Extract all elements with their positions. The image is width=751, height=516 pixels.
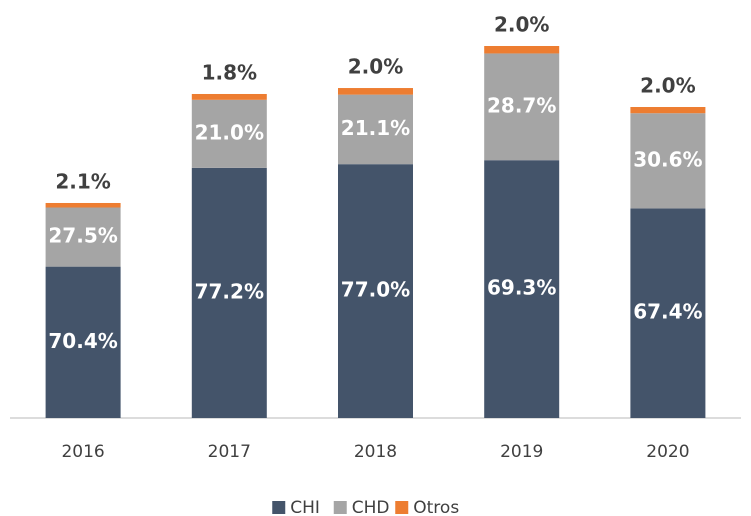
- legend-swatch: [272, 501, 286, 514]
- legend-label: Otros: [413, 498, 459, 516]
- bar-segment: [630, 107, 706, 114]
- bar-segment: [484, 53, 560, 161]
- x-tick-label: 2020: [646, 442, 689, 462]
- data-label: 28.7%: [487, 93, 556, 117]
- x-tick-label: 2017: [208, 442, 251, 462]
- bar-segment: [191, 167, 267, 418]
- data-label: 2.1%: [55, 169, 110, 193]
- legend-label: CHD: [352, 498, 390, 516]
- data-label: 2.0%: [640, 74, 695, 98]
- data-label: 67.4%: [633, 300, 702, 324]
- bar-segment: [484, 46, 560, 54]
- legend-label: CHI: [290, 498, 320, 516]
- data-label: 69.3%: [487, 276, 556, 300]
- x-tick-label: 2016: [61, 442, 104, 462]
- data-label: 2.0%: [494, 13, 549, 37]
- bar-segment: [191, 93, 267, 100]
- bar-segment: [484, 160, 560, 419]
- bar-segment: [45, 207, 121, 267]
- data-label: 21.1%: [341, 116, 410, 140]
- x-tick-label: 2019: [500, 442, 543, 462]
- bar-segment: [338, 88, 413, 95]
- data-label: 77.2%: [195, 279, 264, 303]
- bar-segment: [45, 202, 121, 208]
- data-label: 30.6%: [633, 147, 702, 171]
- data-label: 70.4%: [48, 329, 117, 353]
- x-tick-label: 2018: [354, 442, 397, 462]
- legend-swatch: [395, 501, 409, 514]
- bar-segment: [191, 99, 267, 168]
- bar-segment: [45, 266, 121, 418]
- bar-segment: [630, 113, 706, 209]
- bar-segment: [630, 208, 706, 418]
- data-label: 27.5%: [48, 224, 117, 248]
- legend-swatch: [333, 501, 347, 514]
- data-label: 2.0%: [348, 55, 403, 79]
- bar-segment: [338, 94, 413, 165]
- bar-segment: [338, 164, 413, 418]
- data-label: 1.8%: [202, 60, 257, 84]
- data-label: 77.0%: [341, 278, 410, 302]
- data-label: 21.0%: [195, 120, 264, 144]
